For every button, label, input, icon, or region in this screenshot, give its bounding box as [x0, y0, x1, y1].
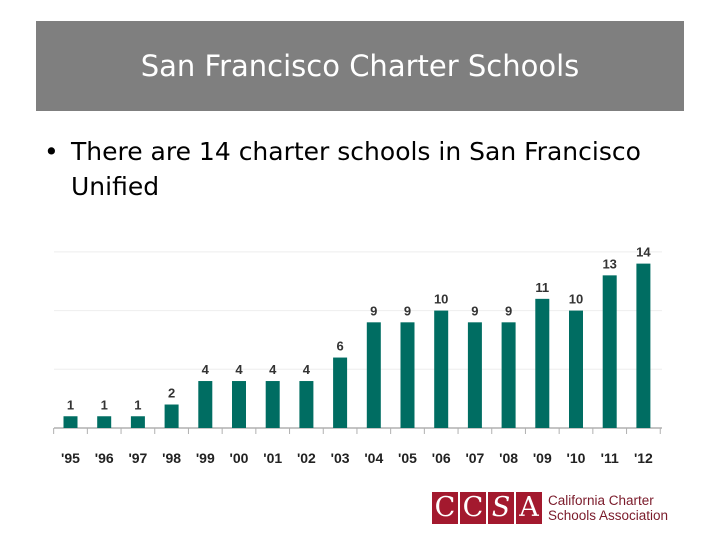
- ccsa-logo: C C S A California Charter Schools Assoc…: [432, 491, 668, 525]
- x-tick-label-11: '06: [432, 450, 451, 466]
- data-label-6: 4: [269, 362, 277, 377]
- bar-16: [602, 275, 617, 428]
- x-tick-label-9: '04: [364, 450, 383, 466]
- slide-title: San Francisco Charter Schools: [140, 49, 580, 83]
- data-label-5: 4: [235, 362, 243, 377]
- data-label-0: 1: [67, 397, 74, 412]
- data-label-7: 4: [303, 362, 311, 377]
- bar-13: [501, 322, 516, 428]
- data-label-8: 6: [336, 339, 343, 354]
- logo-letter-a: A: [516, 492, 542, 524]
- bullet-text: There are 14 charter schools in San Fran…: [71, 137, 641, 201]
- x-tick-label-4: '99: [196, 450, 215, 466]
- data-label-1: 1: [101, 397, 108, 412]
- x-tick-label-3: '98: [162, 450, 181, 466]
- x-tick-label-1: '96: [95, 450, 114, 466]
- x-tick-label-7: '02: [297, 450, 316, 466]
- bar-3: [164, 404, 179, 428]
- data-label-14: 11: [535, 280, 549, 295]
- bar-11: [434, 310, 449, 428]
- logo-letter-s: S: [488, 492, 514, 524]
- x-tick-label-2: '97: [128, 450, 147, 466]
- data-label-12: 9: [471, 303, 478, 318]
- bar-1: [97, 416, 112, 428]
- data-label-13: 9: [505, 303, 512, 318]
- slide-title-bar: San Francisco Charter Schools: [36, 21, 684, 111]
- bar-6: [265, 381, 280, 428]
- x-tick-label-0: '95: [61, 450, 80, 466]
- bar-10: [400, 322, 415, 428]
- x-tick-label-5: '00: [230, 450, 249, 466]
- data-label-11: 10: [434, 292, 448, 307]
- data-label-16: 13: [602, 256, 616, 271]
- x-tick-label-12: '07: [465, 450, 484, 466]
- x-tick-label-13: '08: [499, 450, 518, 466]
- data-label-17: 14: [636, 245, 651, 260]
- bar-12: [467, 322, 482, 428]
- x-tick-label-10: '05: [398, 450, 417, 466]
- logo-line-1: California Charter: [548, 493, 654, 508]
- bar-4: [198, 381, 213, 428]
- x-tick-label-16: '11: [601, 450, 619, 466]
- bar-14: [535, 298, 550, 428]
- logo-wordmark: California Charter Schools Association: [548, 493, 668, 523]
- bar-8: [333, 357, 348, 428]
- data-label-3: 2: [168, 386, 175, 401]
- data-label-2: 1: [134, 397, 141, 412]
- bar-9: [366, 322, 381, 428]
- logo-letter-c1: C: [432, 492, 458, 524]
- x-tick-label-14: '09: [533, 450, 552, 466]
- logo-letter-c2: C: [460, 492, 486, 524]
- bar-15: [569, 310, 583, 428]
- x-tick-label-15: '10: [567, 450, 586, 466]
- bar-0: [63, 416, 78, 428]
- x-tick-label-8: '03: [331, 450, 350, 466]
- bullet-marker: •: [44, 137, 59, 166]
- data-label-4: 4: [202, 362, 210, 377]
- logo-line-2: Schools Association: [548, 508, 669, 523]
- bar-17: [636, 263, 651, 428]
- data-label-10: 9: [404, 303, 411, 318]
- data-label-15: 10: [569, 292, 583, 307]
- data-label-9: 9: [370, 303, 377, 318]
- x-tick-label-6: '01: [263, 450, 282, 466]
- x-tick-label-17: '12: [634, 450, 653, 466]
- bar-2: [130, 416, 145, 428]
- bar-5: [232, 381, 246, 428]
- bar-7: [299, 381, 314, 428]
